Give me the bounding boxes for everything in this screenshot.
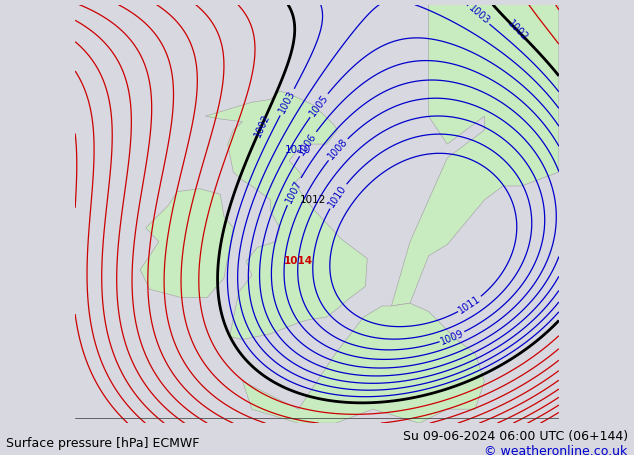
Text: 1010: 1010 (285, 145, 311, 155)
Text: 1003: 1003 (277, 89, 297, 115)
Text: 1006: 1006 (297, 131, 319, 157)
Text: 1011: 1011 (456, 293, 482, 316)
Text: 1009: 1009 (439, 328, 465, 346)
Text: 1007: 1007 (284, 178, 304, 205)
Text: 1014: 1014 (284, 256, 313, 266)
Polygon shape (243, 303, 484, 423)
Polygon shape (140, 189, 233, 298)
Text: Surface pressure [hPa] ECMWF: Surface pressure [hPa] ECMWF (6, 437, 200, 450)
Text: © weatheronline.co.uk: © weatheronline.co.uk (484, 445, 628, 455)
Text: 1010: 1010 (327, 183, 349, 209)
Polygon shape (391, 5, 559, 306)
Text: 1003: 1003 (466, 3, 491, 27)
Text: 1002: 1002 (252, 112, 271, 138)
Text: 1008: 1008 (326, 137, 350, 162)
Text: 1005: 1005 (307, 92, 330, 118)
Text: 1002: 1002 (506, 19, 530, 44)
Text: 1012: 1012 (300, 195, 327, 205)
Polygon shape (205, 91, 367, 339)
Text: Su 09-06-2024 06:00 UTC (06+144): Su 09-06-2024 06:00 UTC (06+144) (403, 430, 628, 443)
